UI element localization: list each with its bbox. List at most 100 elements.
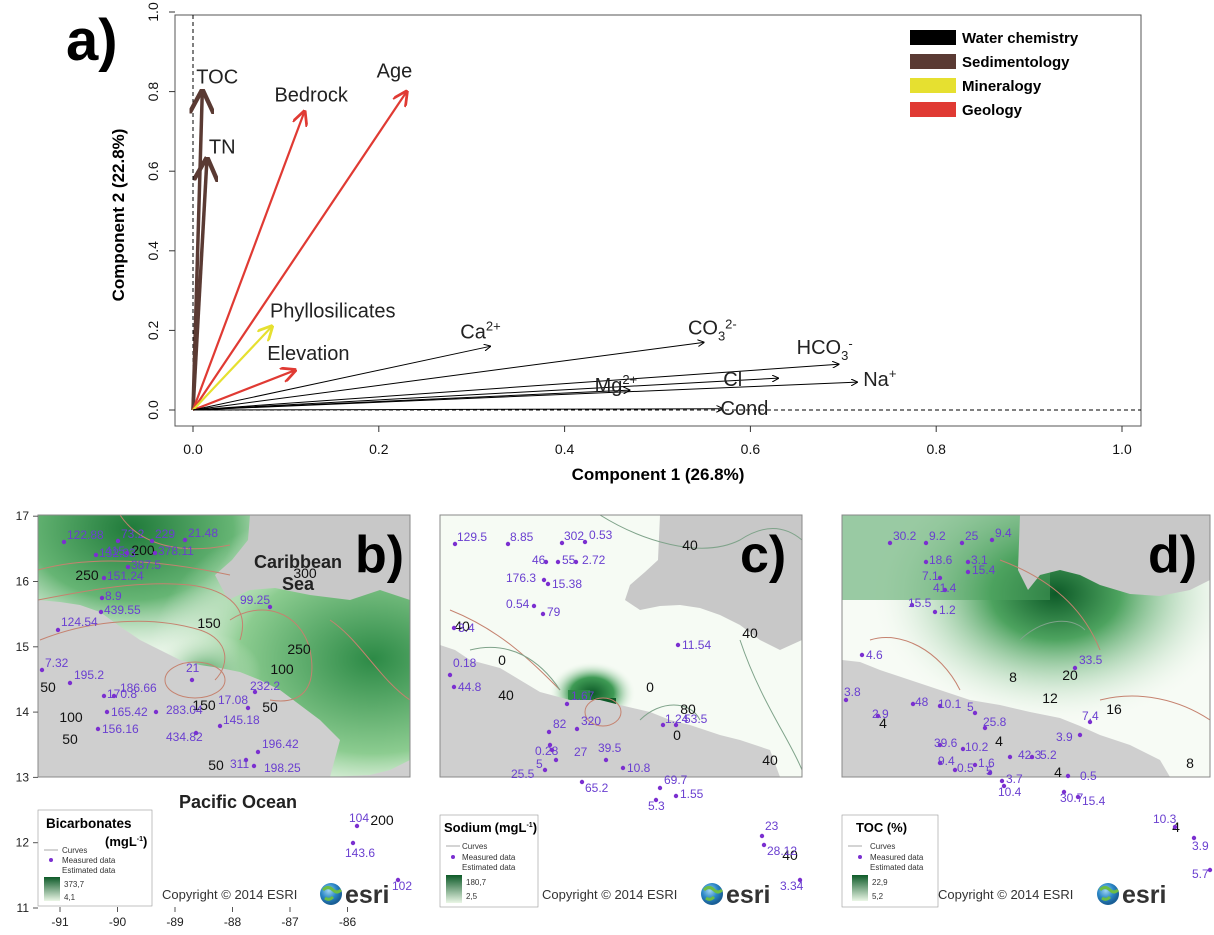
map-y-tick-label: 12	[16, 836, 30, 850]
map-x-tick-label: -87	[281, 915, 299, 929]
vector-label: Ca2+	[460, 318, 500, 343]
measured-value: 229	[155, 527, 175, 541]
measured-value: 4.6	[866, 648, 883, 662]
vector-label: Na+	[863, 366, 896, 391]
esri-logo: esri	[726, 881, 770, 909]
measured-value: 311	[230, 757, 249, 771]
esri-globe-icon	[320, 883, 342, 905]
measured-point	[245, 705, 251, 711]
place-label-pacific: Pacific Ocean	[179, 792, 297, 812]
contour-value: 50	[262, 699, 278, 715]
measured-value: 39.6	[934, 736, 958, 750]
legend-scale-max: 180,7	[466, 878, 487, 887]
contour-curve	[38, 560, 231, 576]
measured-point	[1007, 754, 1013, 760]
panel-letter-d: d)	[1148, 526, 1197, 584]
measured-value: 176.3	[506, 571, 536, 585]
measured-point	[987, 770, 993, 776]
contour-value: 300	[293, 565, 317, 581]
measured-value: 1.55	[680, 787, 704, 801]
measured-value: 0.5	[957, 761, 974, 775]
measured-value: 27	[574, 745, 588, 759]
vector-label: Elevation	[267, 343, 349, 365]
loading-arrow	[191, 112, 304, 411]
measured-value: 415	[105, 544, 125, 558]
loading-arrow	[191, 159, 207, 411]
measured-value: 69.7	[664, 773, 688, 787]
measured-point	[124, 550, 130, 556]
contour-curve	[599, 515, 802, 549]
legend-scale-max: 22,9	[872, 878, 888, 887]
measured-value: 2.9	[872, 707, 889, 721]
measured-value: 15.5	[908, 596, 932, 610]
map-x-tick-label: -90	[109, 915, 127, 929]
copyright: Copyright © 2014 ESRI	[162, 887, 297, 902]
measured-value: 122.88	[67, 528, 104, 542]
measured-point	[965, 569, 971, 575]
measured-value: 9.4	[995, 526, 1012, 540]
measured-point	[1029, 754, 1035, 760]
measured-point	[937, 575, 943, 581]
contour-value: 40	[742, 625, 758, 641]
vector-label: Cond	[721, 398, 769, 420]
contour-curve	[639, 704, 701, 721]
measured-value: 5	[536, 757, 543, 771]
measured-value: 5	[986, 764, 993, 778]
pacific-ocean-mask	[842, 660, 1170, 777]
contour-curve	[739, 639, 802, 771]
caribbean-sea-mask	[215, 515, 410, 600]
measured-point	[1191, 835, 1197, 841]
measured-point	[354, 823, 360, 829]
measured-point	[1087, 719, 1093, 725]
x-tick-label: 0.6	[741, 441, 761, 457]
contour-value: 4	[1054, 764, 1062, 780]
measured-point	[620, 765, 626, 771]
contour-value: 100	[270, 661, 294, 677]
x-tick-label: 0.4	[555, 441, 575, 457]
contour-value: 50	[40, 679, 56, 695]
measured-value: 0.5	[1080, 769, 1097, 783]
contour-value: 16	[1106, 701, 1122, 717]
measured-point	[761, 842, 767, 848]
map-x-tick-label: -86	[339, 915, 357, 929]
measured-point	[251, 763, 257, 769]
measured-point	[189, 677, 195, 683]
map-x-tick-label: -89	[166, 915, 184, 929]
contour-value: 0	[498, 652, 506, 668]
measured-point	[603, 757, 609, 763]
contour-value: 4	[879, 715, 887, 731]
map-frame	[439, 514, 803, 778]
measured-point	[909, 602, 915, 608]
measured-value: 151.24	[107, 569, 144, 583]
measured-point	[542, 767, 548, 773]
contour-value: 200	[370, 812, 394, 828]
legend-label: Sedimentology	[962, 54, 1070, 71]
legend-swatch	[910, 30, 956, 45]
measured-point	[101, 575, 107, 581]
measured-value: 302	[564, 529, 584, 543]
measured-point	[115, 538, 121, 544]
measured-value: 39.5	[598, 741, 622, 755]
measured-point	[95, 726, 101, 732]
copyright: Copyright © 2014 ESRI	[542, 887, 677, 902]
legend-estimated-label: Estimated data	[462, 863, 516, 872]
measured-value: 156.16	[102, 722, 139, 736]
measured-value: 3.34	[780, 879, 804, 893]
esri-logo: esri	[1122, 881, 1166, 909]
measured-value: 23	[765, 819, 779, 833]
measured-point	[972, 710, 978, 716]
measured-value: 3.9	[1056, 730, 1073, 744]
estimated-surface-upper	[842, 515, 1050, 600]
measured-point	[98, 609, 104, 615]
measured-point	[61, 539, 67, 545]
loading-arrow	[192, 390, 630, 411]
contour-curve	[1019, 620, 1086, 641]
loading-arrow	[192, 378, 778, 411]
measured-value: 17.08	[218, 693, 248, 707]
vector-label: TN	[209, 136, 236, 158]
contour-value: 0	[673, 727, 681, 743]
contour-value: 100	[59, 709, 83, 725]
loading-arrow	[192, 346, 490, 411]
legend-curves-label: Curves	[870, 842, 895, 851]
